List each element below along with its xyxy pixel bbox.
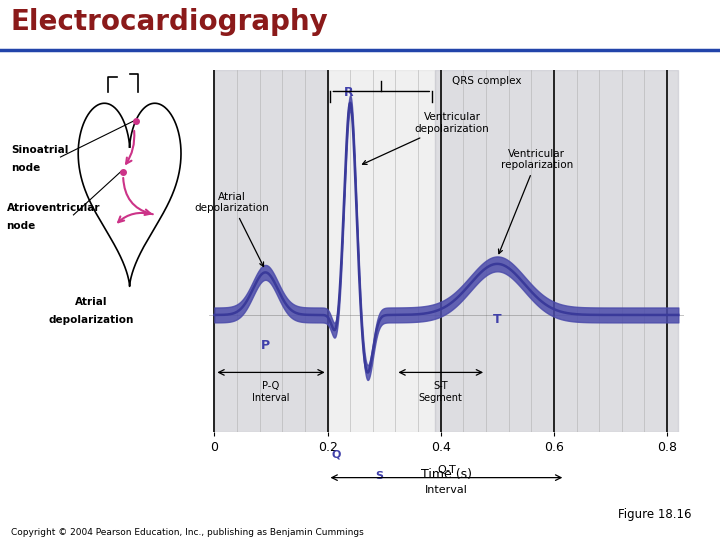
Text: T: T — [493, 313, 502, 327]
Text: Atrioventricular: Atrioventricular — [6, 202, 100, 213]
Text: Atrial: Atrial — [74, 297, 107, 307]
Text: QRS complex: QRS complex — [452, 76, 521, 86]
Text: Sinoatrial: Sinoatrial — [11, 145, 68, 155]
Text: P-Q
Interval: P-Q Interval — [252, 381, 289, 402]
Text: S-T
Segment: S-T Segment — [419, 381, 463, 402]
Text: Time (s): Time (s) — [421, 468, 472, 481]
Text: S: S — [376, 471, 384, 481]
Text: Q: Q — [332, 449, 341, 460]
Text: node: node — [6, 221, 36, 231]
Text: Ventricular
depolarization: Ventricular depolarization — [362, 112, 490, 164]
Bar — [435, 70, 678, 432]
Text: Interval: Interval — [425, 485, 468, 495]
Text: Electrocardiography: Electrocardiography — [11, 8, 328, 36]
Text: Figure 18.16: Figure 18.16 — [618, 508, 691, 522]
Text: Ventricular
repolarization: Ventricular repolarization — [498, 148, 573, 254]
Text: Copyright © 2004 Pearson Education, Inc., publishing as Benjamin Cummings: Copyright © 2004 Pearson Education, Inc.… — [11, 528, 364, 537]
Text: Atrial
depolarization: Atrial depolarization — [194, 192, 269, 267]
Bar — [215, 70, 328, 432]
Text: Q-T: Q-T — [437, 465, 456, 475]
Text: node: node — [11, 163, 40, 173]
Text: R: R — [344, 85, 354, 98]
Text: P: P — [261, 339, 270, 352]
Bar — [328, 70, 435, 432]
Text: depolarization: depolarization — [48, 315, 133, 325]
